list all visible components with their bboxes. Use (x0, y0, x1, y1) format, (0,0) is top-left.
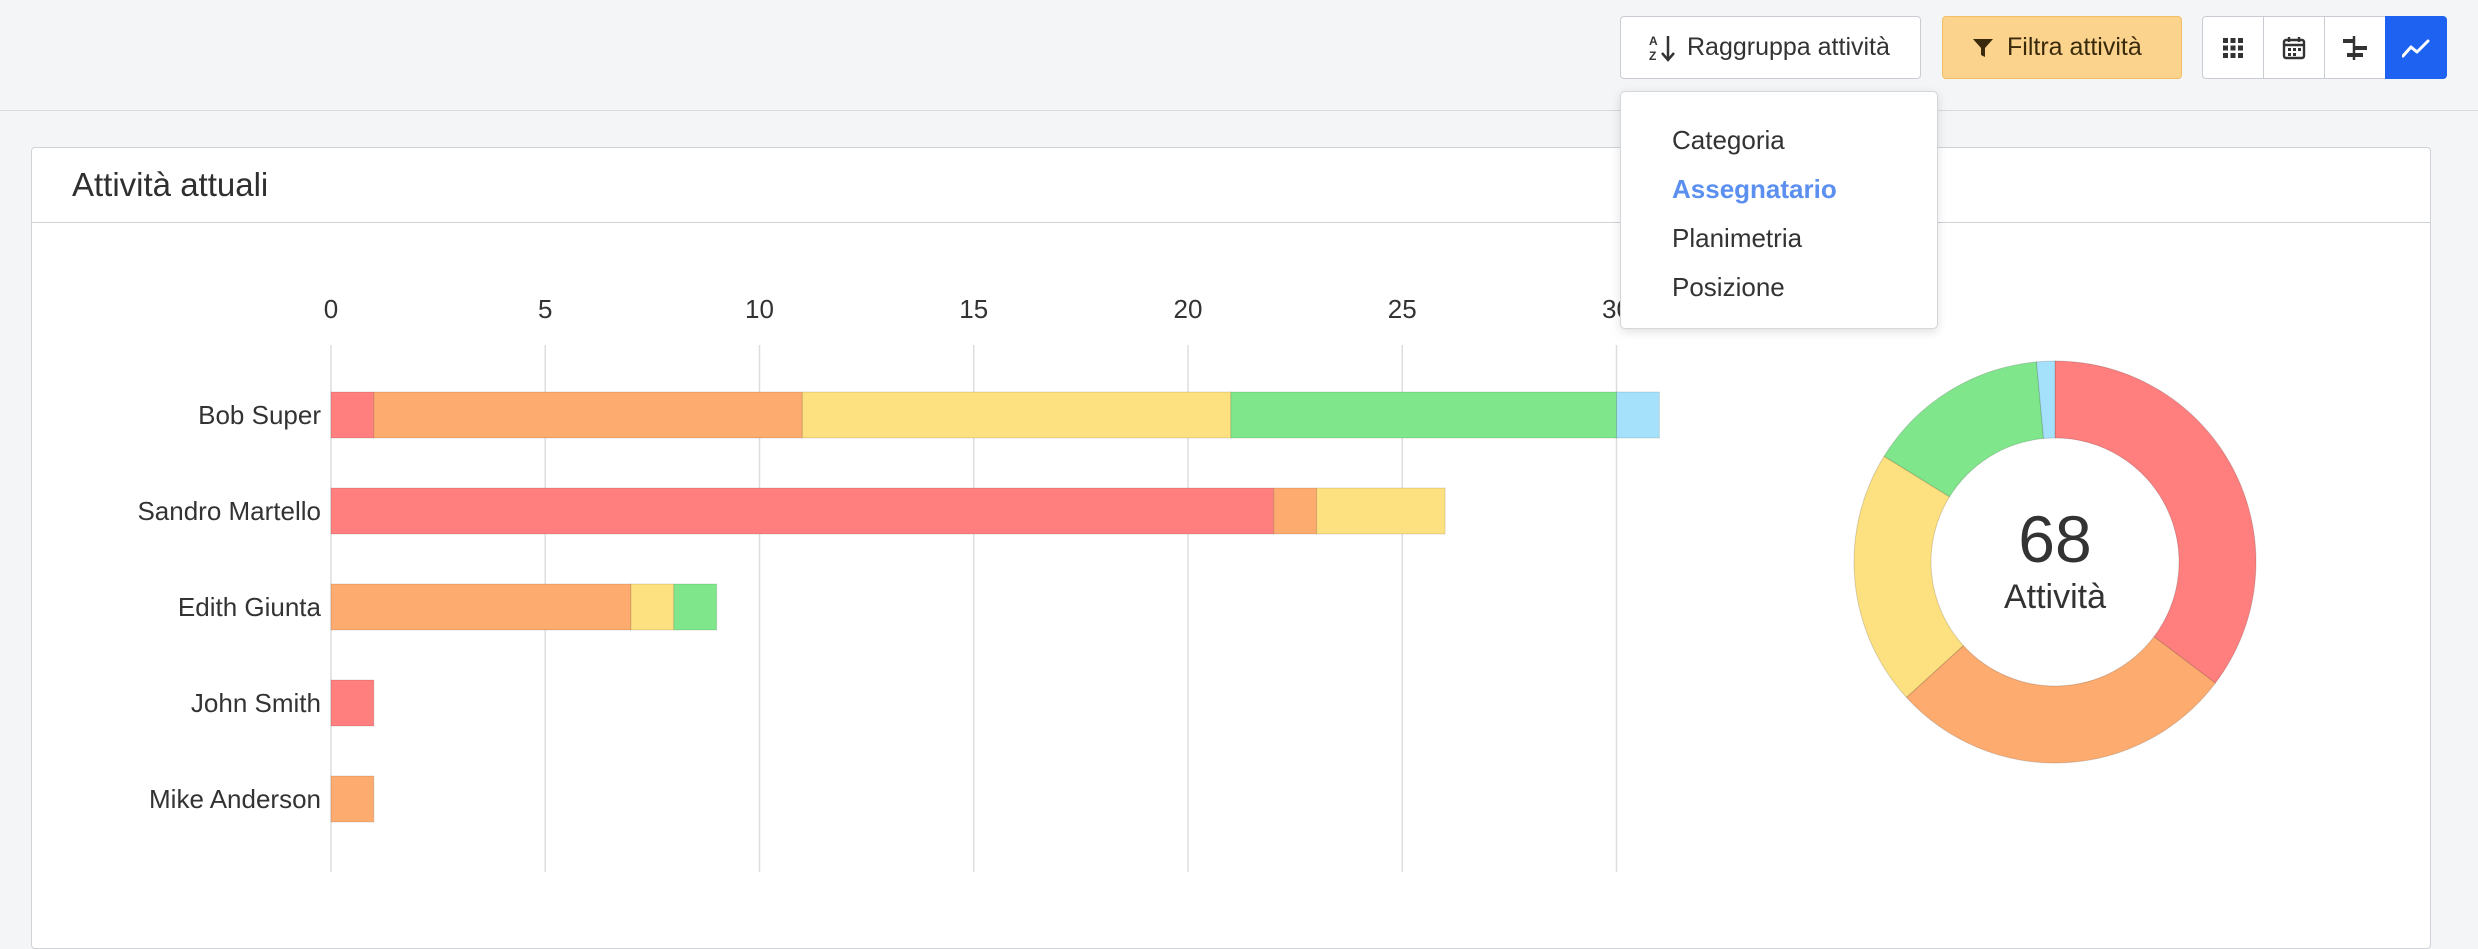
x-tick-label: 25 (1388, 294, 1417, 324)
group-activities-label: Raggruppa attività (1687, 33, 1890, 61)
bar-segment[interactable] (1616, 391, 1660, 439)
grid-view-button[interactable] (2202, 16, 2264, 79)
chart-view-button[interactable] (2385, 16, 2447, 79)
calendar-view-button[interactable] (2263, 16, 2325, 79)
bar-segment[interactable] (1230, 391, 1617, 439)
x-tick-label: 5 (538, 294, 552, 324)
group-activities-button[interactable]: A Z Raggruppa attività (1620, 16, 1921, 79)
bar-segment[interactable] (330, 679, 375, 727)
x-tick-label: 15 (959, 294, 988, 324)
donut-slice[interactable] (2035, 360, 2056, 440)
x-tick-label: 10 (745, 294, 774, 324)
bar-segment[interactable] (673, 583, 718, 631)
dropdown-item-categoria[interactable]: Categoria (1672, 125, 1785, 155)
grid-icon (2223, 37, 2243, 58)
svg-text:Z: Z (1649, 49, 1656, 63)
x-tick-label: 0 (324, 294, 338, 324)
bar-segment[interactable] (330, 487, 1275, 535)
bar-segment[interactable] (330, 775, 375, 823)
category-label: John Smith (191, 688, 321, 718)
top-toolbar: A Z Raggruppa attività Filtra attività (0, 0, 2478, 111)
calendar-icon (2282, 36, 2306, 59)
donut-label: Attività (2004, 578, 2106, 616)
bar-segment[interactable] (630, 583, 675, 631)
bar-segment[interactable] (1316, 487, 1446, 535)
bar-segment[interactable] (330, 391, 375, 439)
x-tick-label: 20 (1174, 294, 1203, 324)
line-chart-icon (2402, 39, 2430, 57)
bar-segment[interactable] (1273, 487, 1318, 535)
donut-slice[interactable] (1853, 455, 1965, 699)
timeline-view-button[interactable] (2324, 16, 2386, 79)
sort-alpha-icon: A Z (1649, 34, 1675, 63)
category-label: Bob Super (198, 400, 321, 430)
current-activities-panel: Attività attuali (31, 147, 2431, 949)
donut-slice[interactable] (1905, 636, 2217, 764)
filter-icon (1973, 38, 1993, 57)
svg-text:A: A (1649, 34, 1658, 48)
category-label: Sandro Martello (137, 496, 321, 526)
dropdown-item-assegnatario[interactable]: Assegnatario (1672, 174, 1837, 204)
bar-segment[interactable] (373, 391, 803, 439)
bar-segment[interactable] (801, 391, 1232, 439)
filter-activities-button[interactable]: Filtra attività (1942, 16, 2182, 79)
donut-total: 68 (2018, 502, 2091, 576)
bar-segments (330, 391, 1660, 823)
dropdown-item-posizione[interactable]: Posizione (1672, 272, 1785, 302)
donut-slice[interactable] (1883, 361, 2045, 498)
timeline-icon (2343, 35, 2367, 60)
group-by-dropdown: Categoria Assegnatario Planimetria Posizion… (1620, 91, 1938, 329)
view-switcher (2202, 16, 2447, 79)
bar-segment[interactable] (330, 583, 632, 631)
dropdown-item-planimetria[interactable]: Planimetria (1672, 223, 1803, 253)
donut-chart (1853, 360, 2257, 764)
bar-category-labels: Bob Super Sandro Martello Edith Giunta John… (137, 400, 321, 814)
filter-activities-label: Filtra attività (2007, 33, 2142, 61)
donut-slice[interactable] (2054, 360, 2257, 684)
bar-axis-ticks: 0 5 10 15 20 25 30 (324, 294, 1631, 324)
category-label: Edith Giunta (178, 592, 322, 622)
category-label: Mike Anderson (149, 784, 321, 814)
panel-title: Attività attuali (32, 148, 2430, 223)
